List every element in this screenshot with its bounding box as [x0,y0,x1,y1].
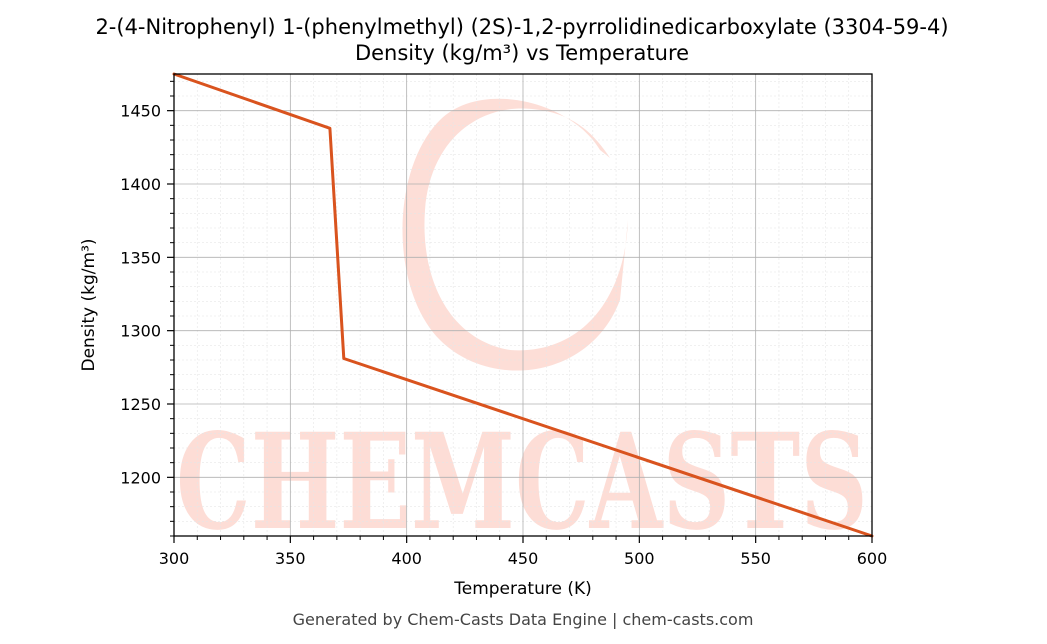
x-tick-label: 400 [391,549,422,568]
watermark-text: CHEMCASTS [176,405,868,560]
y-tick-label: 1450 [120,102,161,121]
y-tick-label: 1400 [120,175,161,194]
x-axis-label: Temperature (K) [453,579,592,599]
y-tick-label: 1350 [120,248,161,267]
grid [173,74,873,537]
x-tick-label: 450 [508,549,539,568]
x-tick-label: 550 [740,549,771,568]
watermark-logo [402,98,628,371]
x-tick-label: 350 [275,549,306,568]
chart-title: 2-(4-Nitrophenyl) 1-(phenylmethyl) (2S)-… [95,15,948,39]
x-tick-label: 500 [624,549,655,568]
x-tick-label: 300 [159,549,190,568]
y-tick-label: 1200 [120,468,161,487]
x-tick-label: 600 [857,549,888,568]
y-tick-label: 1250 [120,395,161,414]
series-line-density [172,72,874,538]
axis-ticks: 300 350 400 450 500 550 600 1200 1250 1300 1350 140… [120,80,888,568]
y-axis-label: Density (kg/m³) [79,238,99,371]
footer-credit: Generated by Chem-Casts Data Engine | ch… [293,610,754,629]
y-tick-label: 1300 [120,322,161,341]
watermark: CHEMCASTS [176,98,868,560]
chart-subtitle: Density (kg/m³) vs Temperature [355,41,689,65]
series-layer [172,72,874,538]
